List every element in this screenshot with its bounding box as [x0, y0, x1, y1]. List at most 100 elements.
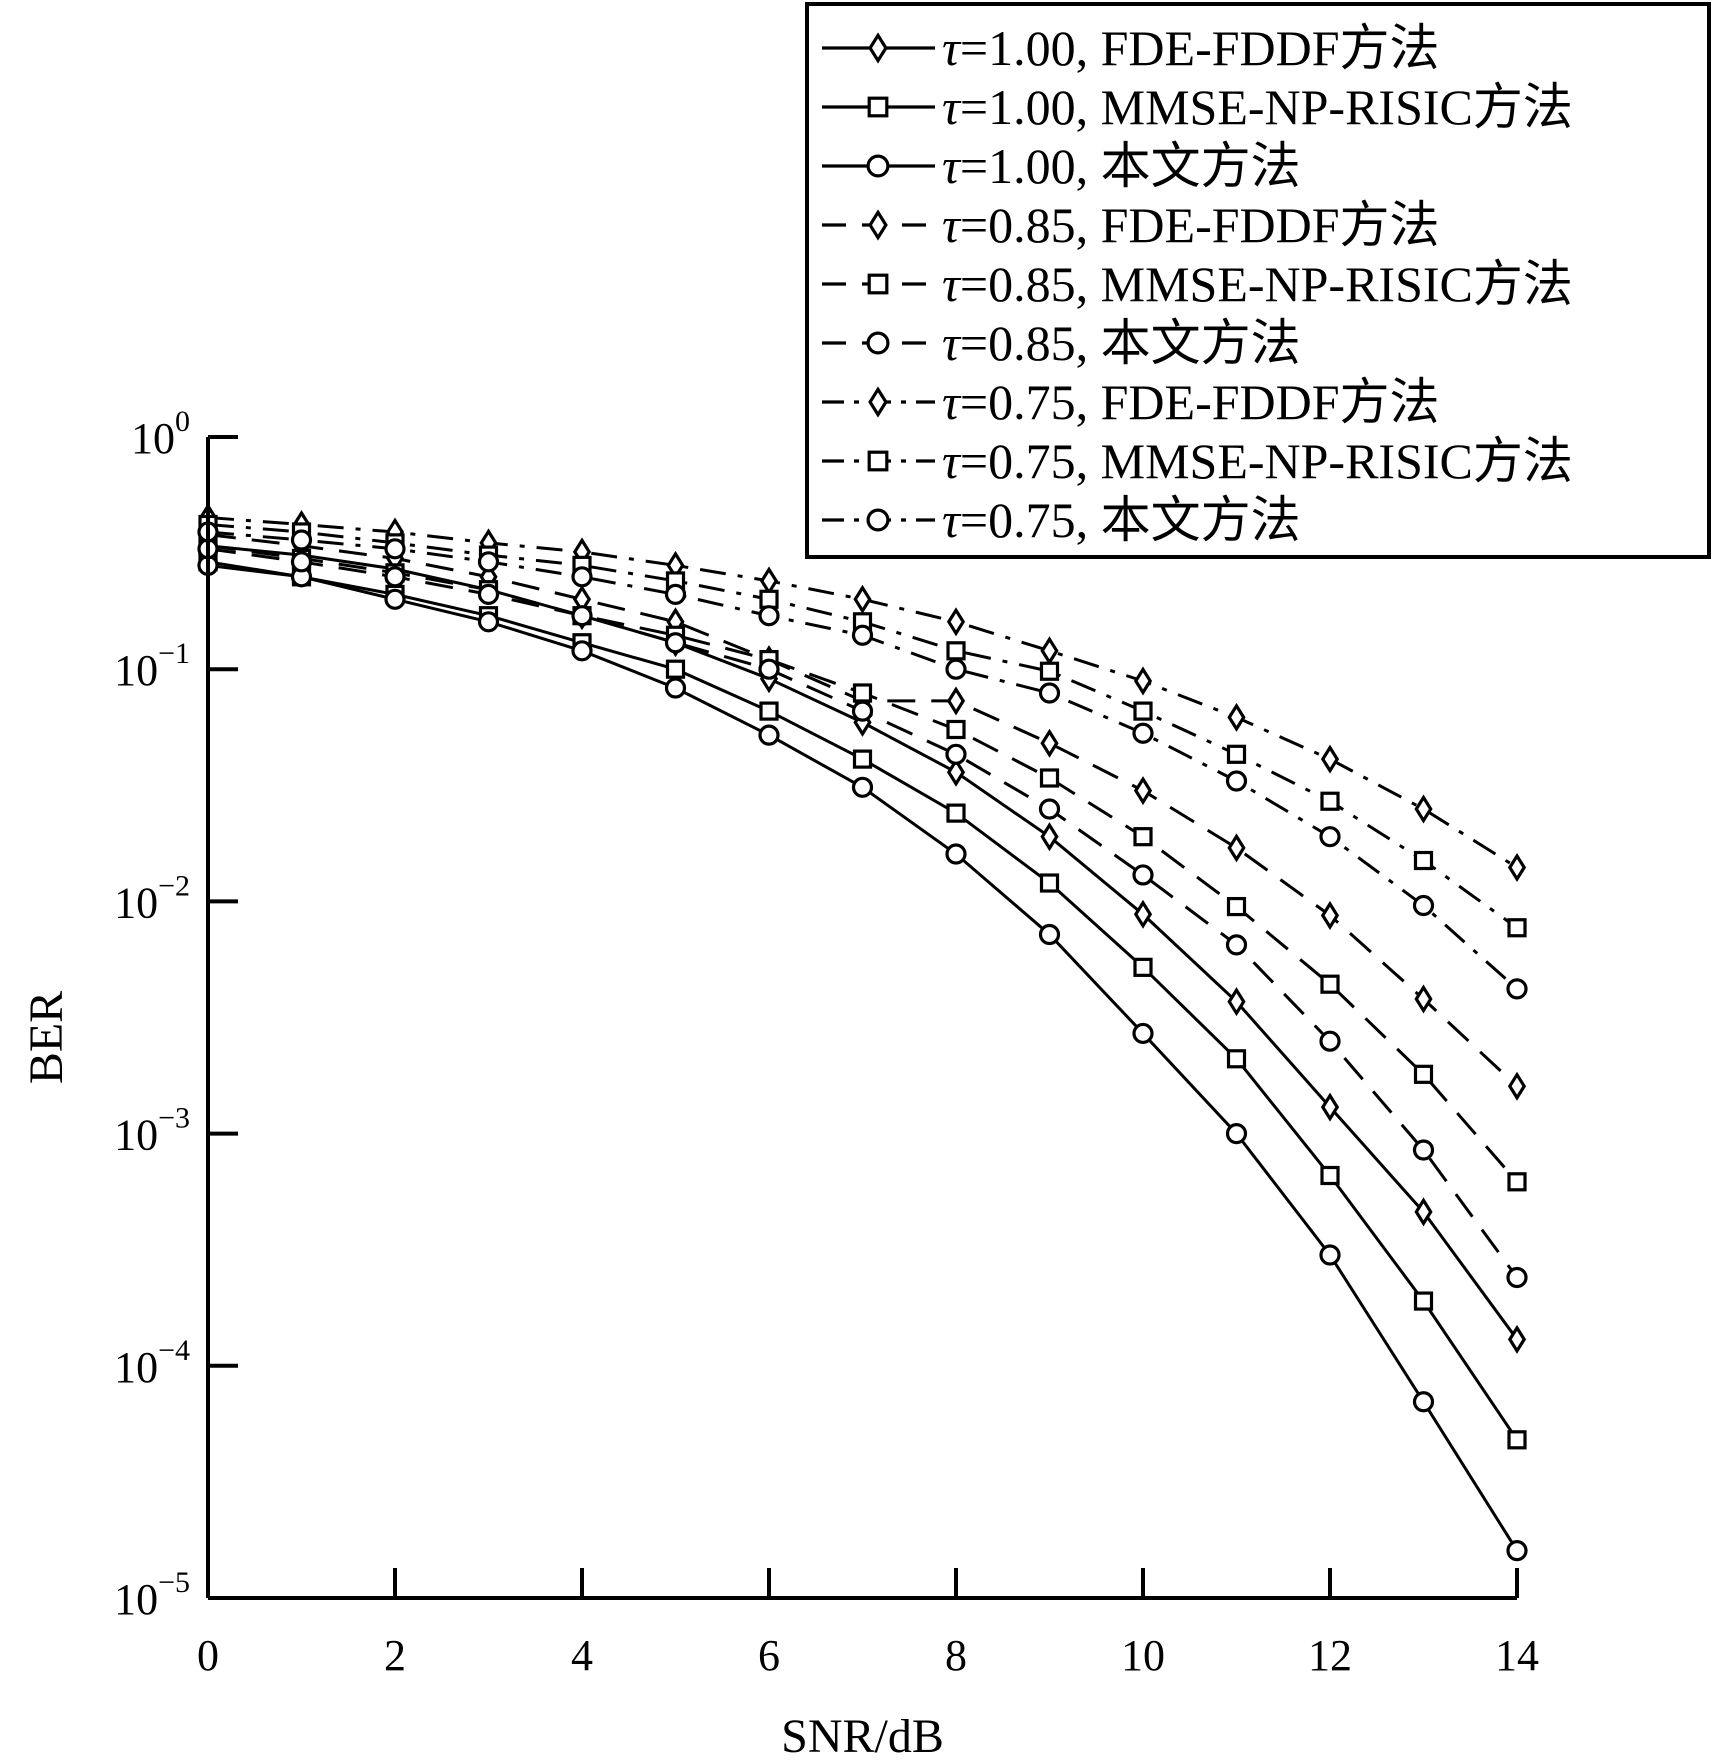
data-point	[1414, 984, 1433, 1014]
x-axis: 0 2 4 6 8 10 12 14	[197, 1568, 1539, 1680]
legend-entry: τ=0.75, FDE-FDDF方法	[822, 374, 1440, 430]
legend-series-name: =0.85, FDE-FDDF方法	[960, 197, 1440, 253]
data-point	[1319, 1030, 1341, 1052]
data-point	[946, 719, 966, 740]
data-point	[759, 589, 779, 609]
legend-box	[805, 2, 1711, 559]
data-point	[1227, 987, 1246, 1017]
data-point	[664, 677, 687, 699]
legend-tau-symbol: τ	[942, 433, 962, 489]
data-point	[1319, 826, 1341, 848]
data-point	[1414, 794, 1433, 824]
legend-marker	[868, 32, 888, 64]
data-point	[1507, 1071, 1527, 1101]
x-tick-label: 2	[384, 1631, 406, 1680]
y-tick-label: 100	[131, 405, 190, 463]
legend-series-name: =1.00, FDE-FDDF方法	[960, 20, 1440, 76]
data-point	[1039, 873, 1060, 893]
data-point	[759, 566, 779, 596]
legend-marker	[866, 331, 890, 355]
data-point	[1412, 1139, 1435, 1161]
data-point	[1507, 852, 1527, 882]
y-axis-label: BER	[20, 991, 73, 1084]
data-point	[853, 584, 872, 614]
series-1	[198, 531, 1527, 1354]
x-tick-label: 0	[197, 1631, 219, 1680]
data-point	[1320, 974, 1340, 994]
data-point	[1225, 934, 1248, 956]
legend-series-name: =0.85, 本文方法	[960, 315, 1301, 371]
legend-label: τ=1.00, FDE-FDDF方法	[942, 20, 1440, 76]
data-point	[1319, 1244, 1341, 1266]
data-point	[1412, 1391, 1435, 1413]
data-point	[477, 551, 500, 573]
data-point	[1412, 894, 1435, 917]
data-point	[571, 605, 593, 627]
legend-marker	[868, 209, 888, 241]
x-axis-label: SNR/dB	[781, 1710, 944, 1763]
plot-area	[197, 503, 1528, 1562]
data-point	[945, 843, 967, 865]
data-point	[664, 632, 687, 654]
x-tick-label: 10	[1121, 1631, 1165, 1680]
data-point	[1320, 791, 1340, 811]
data-point	[1225, 1122, 1248, 1145]
data-point	[1227, 833, 1246, 863]
data-point	[851, 700, 874, 722]
data-point	[290, 551, 313, 573]
legend-entry: τ=0.85, MMSE-NP-RISIC方法	[822, 256, 1573, 312]
legend-entry: τ=0.85, FDE-FDDF方法	[822, 197, 1440, 253]
legend-marker	[866, 154, 890, 178]
data-point	[1133, 899, 1153, 929]
data-point	[1506, 978, 1528, 1000]
data-point	[1320, 1165, 1340, 1186]
data-point	[758, 724, 780, 746]
legend-tau-symbol: τ	[942, 492, 962, 548]
legend-tau-symbol: τ	[942, 20, 962, 76]
data-point	[1133, 701, 1153, 721]
data-point	[1132, 722, 1154, 744]
data-point	[946, 686, 966, 716]
data-point	[1132, 864, 1154, 886]
data-point	[1133, 776, 1153, 806]
y-tick-label: 10−3	[114, 1102, 190, 1160]
y-axis: 100 10−1 10−2 10−3 10−4 10−5	[114, 405, 238, 1624]
legend-label: τ=0.85, MMSE-NP-RISIC方法	[942, 256, 1573, 312]
legend-label: τ=0.85, FDE-FDDF方法	[942, 197, 1440, 253]
data-point	[1040, 822, 1059, 852]
series-9	[197, 521, 1528, 1000]
data-point	[1225, 770, 1248, 792]
legend-tau-symbol: τ	[942, 197, 962, 253]
x-tick-label: 14	[1495, 1631, 1539, 1680]
legend-tau-symbol: τ	[942, 256, 962, 312]
data-point	[851, 776, 874, 798]
data-point	[758, 605, 780, 627]
legend-series-name: =0.75, 本文方法	[960, 492, 1301, 548]
data-point	[1226, 896, 1247, 917]
data-point	[946, 803, 966, 823]
data-point	[1038, 923, 1061, 946]
data-point	[1227, 702, 1246, 732]
data-point	[1506, 1540, 1528, 1562]
data-point	[1133, 957, 1153, 977]
legend-series-name: =0.75, MMSE-NP-RISIC方法	[960, 433, 1573, 489]
data-point	[946, 641, 966, 661]
y-tick-label: 10−5	[114, 1566, 190, 1624]
legend-label: τ=1.00, 本文方法	[942, 138, 1301, 194]
data-point	[664, 583, 687, 605]
data-point	[1507, 1172, 1527, 1192]
data-point	[758, 658, 780, 680]
data-point	[852, 749, 873, 769]
legend-entry: τ=1.00, 本文方法	[822, 138, 1301, 194]
data-point	[1320, 744, 1340, 774]
data-point	[1133, 827, 1153, 847]
y-tick-label: 10−1	[114, 637, 190, 695]
x-tick-label: 6	[758, 1631, 780, 1680]
legend-entry: τ=1.00, MMSE-NP-RISIC方法	[822, 79, 1573, 135]
data-point	[1040, 728, 1059, 758]
legend-marker	[867, 450, 889, 472]
data-point	[946, 607, 966, 637]
legend-label: τ=0.85, 本文方法	[942, 315, 1301, 371]
series-3	[197, 554, 1528, 1562]
